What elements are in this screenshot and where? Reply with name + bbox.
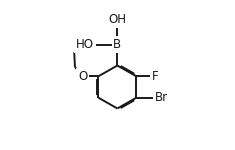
Text: HO: HO xyxy=(76,38,94,51)
Text: Br: Br xyxy=(155,91,168,104)
Text: B: B xyxy=(113,38,121,51)
Text: O: O xyxy=(78,70,87,83)
Text: F: F xyxy=(152,70,159,83)
Text: OH: OH xyxy=(108,13,126,26)
